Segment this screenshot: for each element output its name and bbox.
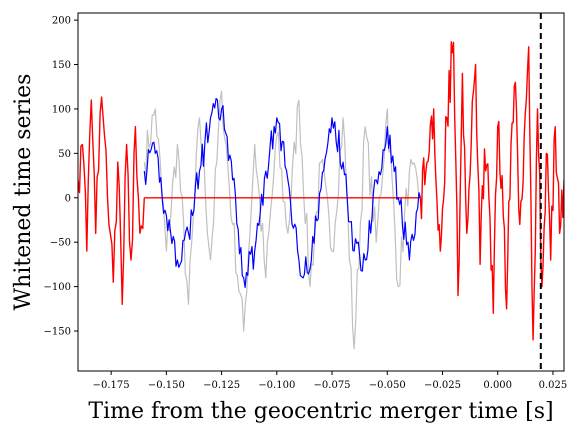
y-tick-label: −100 [44, 282, 71, 293]
series-data-full-left [78, 96, 145, 306]
x-axis-label: Time from the geocentric merger time [s] [88, 399, 553, 424]
x-tick-label: −0.125 [203, 380, 240, 391]
y-tick-label: −50 [50, 238, 71, 249]
x-tick-label: −0.150 [148, 380, 185, 391]
plot-content [78, 13, 564, 371]
series-inpainted [143, 97, 421, 288]
y-axis-label: Whitened time series [11, 74, 36, 311]
y-tick-label: 150 [52, 60, 71, 71]
x-tick-label: −0.075 [314, 380, 351, 391]
x-tick-label: −0.175 [93, 380, 130, 391]
plot-frame [77, 12, 565, 372]
x-axis-ticks: −0.175 −0.150 −0.125 −0.100 −0.075 −0.050 −0.0… [93, 371, 568, 391]
x-tick-label: 0.000 [483, 380, 512, 391]
x-tick-label: −0.025 [424, 380, 461, 391]
x-tick-label: −0.100 [258, 380, 295, 391]
y-tick-label: −150 [44, 327, 71, 338]
y-tick-label: 100 [52, 104, 71, 115]
x-tick-label: 0.025 [539, 380, 568, 391]
x-tick-label: −0.050 [369, 380, 406, 391]
y-tick-label: 50 [58, 149, 71, 160]
y-axis-ticks: −150 −100 −50 0 50 100 150 200 [44, 16, 78, 338]
series-data-gated-window [143, 90, 421, 350]
series-data-full-right [419, 41, 564, 341]
y-tick-label: 200 [52, 16, 71, 27]
y-tick-label: 0 [65, 193, 71, 204]
